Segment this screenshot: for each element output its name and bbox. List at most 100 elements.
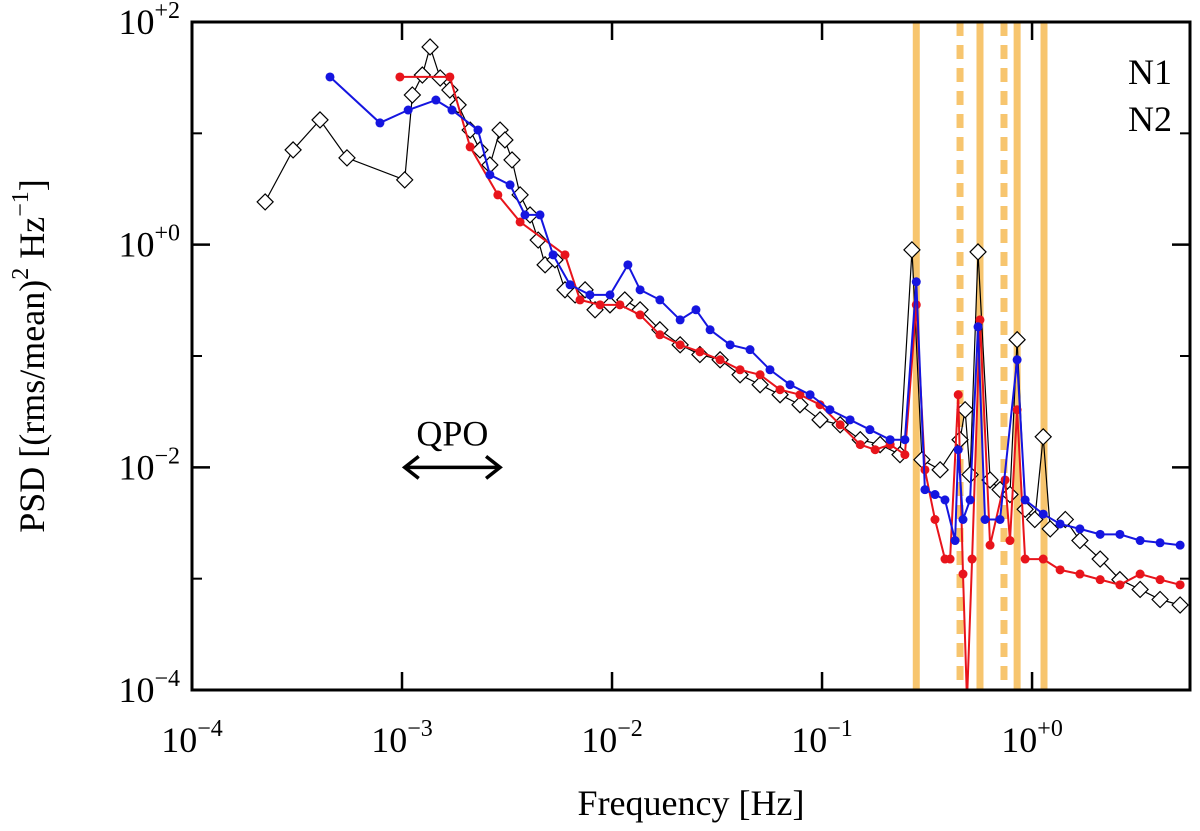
y-tick-label: 10+0 xyxy=(118,221,180,265)
x-tick-label-exponent: +0 xyxy=(1037,716,1063,742)
point xyxy=(535,210,545,220)
point xyxy=(945,554,955,564)
point xyxy=(1055,565,1065,575)
point xyxy=(395,72,405,82)
point xyxy=(1034,427,1053,446)
point xyxy=(431,69,450,87)
point xyxy=(1175,540,1185,550)
arrow-head xyxy=(484,454,503,480)
legend-entry: N2 xyxy=(1128,99,1172,139)
x-tick-label-exponent: −3 xyxy=(407,716,433,742)
x-tick-label-base: 10 xyxy=(371,720,407,760)
point xyxy=(775,385,785,395)
point xyxy=(956,400,974,419)
point xyxy=(870,445,880,455)
point xyxy=(375,118,385,128)
point xyxy=(623,260,633,270)
point xyxy=(1175,580,1185,590)
point xyxy=(284,141,302,159)
point xyxy=(785,380,795,390)
point xyxy=(548,250,558,260)
point xyxy=(565,280,575,290)
point xyxy=(311,111,329,129)
point xyxy=(958,514,968,524)
point xyxy=(825,405,835,415)
point xyxy=(635,310,645,320)
point xyxy=(835,420,845,430)
point xyxy=(1020,495,1030,505)
y-tick-label-base: 10 xyxy=(118,2,154,42)
reference-lines xyxy=(912,22,1048,690)
point xyxy=(445,72,455,82)
y-tick-label: 10−4 xyxy=(118,666,180,710)
point xyxy=(973,322,983,332)
x-tick-label: 10−1 xyxy=(791,716,853,760)
y-tick-label-exponent: −2 xyxy=(154,443,180,469)
point xyxy=(496,131,514,149)
point xyxy=(930,514,940,524)
point xyxy=(795,390,805,400)
point xyxy=(725,340,735,350)
x-tick-label-base: 10 xyxy=(581,720,617,760)
plot-frame xyxy=(190,20,1192,692)
point xyxy=(520,210,530,220)
point xyxy=(485,170,495,180)
point xyxy=(1038,554,1048,564)
point xyxy=(705,325,715,335)
point xyxy=(855,440,865,450)
point xyxy=(447,105,457,115)
y-tick-label-base: 10 xyxy=(118,225,154,265)
point xyxy=(465,142,475,152)
point xyxy=(493,190,503,200)
y-tick-label-exponent: +0 xyxy=(154,221,180,247)
point xyxy=(975,315,985,325)
y-axis-label-part: ] xyxy=(12,179,52,191)
point xyxy=(421,38,439,56)
point xyxy=(1171,596,1189,614)
point xyxy=(765,365,775,375)
point xyxy=(940,495,950,505)
point xyxy=(325,72,335,82)
point xyxy=(969,243,987,261)
y-tick-label-exponent: +2 xyxy=(154,0,180,24)
point xyxy=(930,490,940,500)
point xyxy=(865,425,875,435)
y-axis-label-part: PSD [(rms/mean) xyxy=(12,280,52,533)
y-axis-label: PSD [(rms/mean)2 Hz−1] xyxy=(8,179,52,533)
point xyxy=(745,345,755,355)
x-tick-label-exponent: −2 xyxy=(617,716,643,742)
point xyxy=(413,66,432,84)
point xyxy=(595,300,605,310)
point xyxy=(1135,536,1145,546)
y-axis-label-exponent: −1 xyxy=(8,191,34,217)
point xyxy=(585,290,595,300)
arrow-head xyxy=(401,454,420,480)
x-tick-label: 10+0 xyxy=(1001,716,1063,760)
point xyxy=(903,241,921,259)
x-tick-label: 10−3 xyxy=(371,716,433,760)
point xyxy=(958,569,968,579)
point xyxy=(1091,550,1110,568)
point xyxy=(1038,509,1048,519)
point xyxy=(1075,569,1085,579)
point xyxy=(1095,529,1105,539)
x-tick-label-base: 10 xyxy=(1001,720,1037,760)
point xyxy=(503,151,521,169)
point xyxy=(920,485,930,495)
point xyxy=(962,696,971,705)
point xyxy=(953,390,963,400)
point xyxy=(1020,554,1030,564)
point xyxy=(515,217,525,227)
y-tick-label: 10+2 xyxy=(118,0,180,42)
point xyxy=(605,290,615,300)
point xyxy=(505,180,515,190)
point xyxy=(715,355,725,365)
x-tick-label: 10−2 xyxy=(581,716,643,760)
point xyxy=(805,390,815,400)
point xyxy=(980,514,990,524)
point xyxy=(1131,580,1149,599)
point xyxy=(691,305,701,315)
point xyxy=(791,395,809,414)
y-tick-label: 10−2 xyxy=(118,443,180,487)
